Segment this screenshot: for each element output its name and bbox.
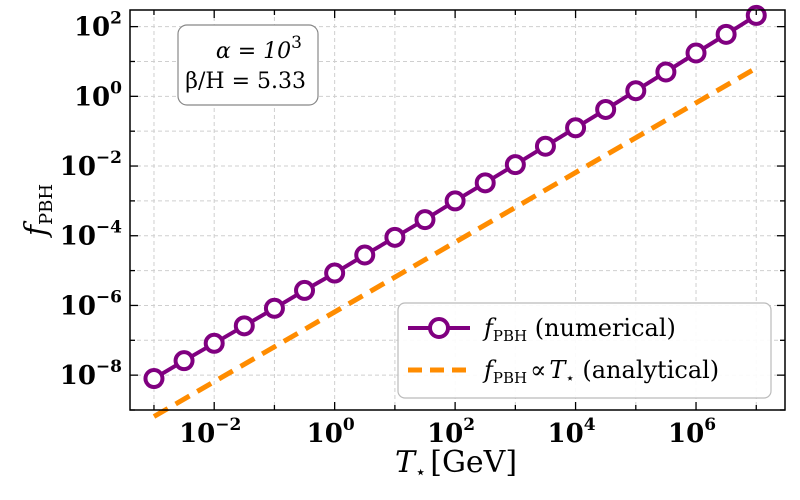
data-point bbox=[595, 98, 617, 120]
data-point bbox=[173, 350, 195, 372]
ticks: 10−2 100 102 104 106 10−8 10−6 10−4 10−2 100 102 bbox=[60, 9, 785, 449]
legend-frame bbox=[397, 302, 772, 399]
series-analytical-line bbox=[152, 65, 758, 419]
data-point bbox=[324, 262, 346, 284]
y-tick-label: 10−4 bbox=[60, 218, 122, 252]
annotation-frame bbox=[177, 24, 319, 106]
annotation-line-2: β/H = 5.33 bbox=[185, 69, 306, 94]
data-point bbox=[263, 297, 285, 319]
data-point bbox=[565, 117, 587, 139]
data-point bbox=[625, 80, 647, 102]
legend-numerical-label: fPBH (numerical) bbox=[482, 314, 676, 345]
series-layer bbox=[143, 4, 767, 419]
data-point bbox=[474, 172, 496, 194]
y-tick-label: 10−2 bbox=[60, 148, 122, 182]
data-point bbox=[294, 279, 316, 301]
data-point bbox=[685, 42, 707, 64]
annotation-box: α = 103 β/H = 5.33 bbox=[177, 24, 319, 106]
data-point bbox=[534, 135, 556, 157]
x-tick-label: 10−2 bbox=[179, 415, 241, 449]
x-tick-label: 106 bbox=[668, 415, 716, 449]
y-tick-label: 100 bbox=[74, 78, 122, 112]
y-tick-label: 10−6 bbox=[60, 287, 122, 321]
x-axis-label: T⋆ [GeV] bbox=[395, 445, 517, 483]
legend: fPBH (numerical) fPBH ∝ T⋆ (analytical) bbox=[397, 302, 772, 399]
annotation-line-1: α = 103 bbox=[216, 33, 302, 64]
x-tick-label: 102 bbox=[427, 415, 475, 449]
y-axis-label: fPBH bbox=[19, 184, 57, 238]
data-point bbox=[143, 368, 165, 390]
x-tick-label: 100 bbox=[307, 415, 355, 449]
data-point bbox=[715, 23, 737, 45]
data-point bbox=[745, 4, 767, 26]
data-point bbox=[203, 332, 225, 354]
data-point bbox=[354, 244, 376, 266]
legend-numerical-marker bbox=[428, 317, 450, 339]
y-tick-label: 10−8 bbox=[60, 357, 122, 391]
y-tick-label: 102 bbox=[74, 9, 122, 43]
legend-analytical-label: fPBH ∝ T⋆ (analytical) bbox=[482, 356, 719, 387]
data-point bbox=[504, 154, 526, 176]
data-point bbox=[655, 61, 677, 83]
data-point bbox=[444, 190, 466, 212]
plot-frame bbox=[129, 9, 786, 411]
x-tick-label: 104 bbox=[548, 415, 596, 449]
data-point bbox=[414, 209, 436, 231]
data-point bbox=[384, 226, 406, 248]
data-point bbox=[233, 315, 255, 337]
